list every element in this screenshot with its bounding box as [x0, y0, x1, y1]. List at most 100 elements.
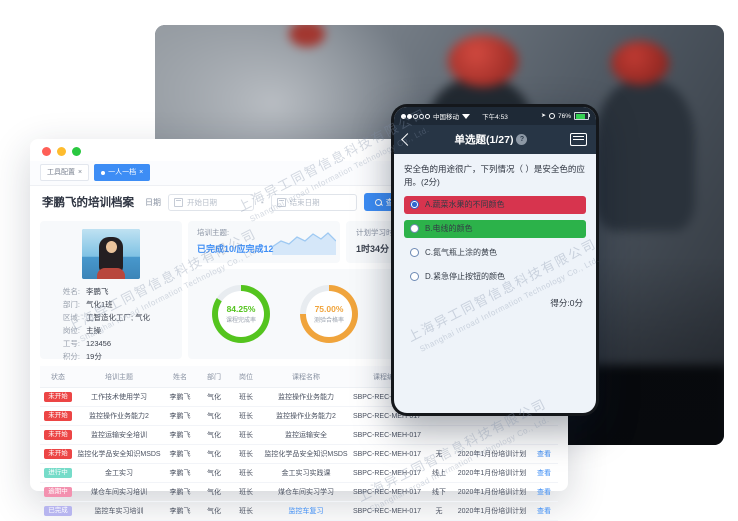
topic-value: 已完成10/应完成12	[197, 244, 274, 254]
field-label: 积分:	[62, 352, 80, 361]
table-row: 进行中 金工实习 李鹏飞 气化 班长 金工实习实践课 SBPC-REC-MEH-…	[40, 463, 558, 483]
cell-name: 李鹏飞	[162, 444, 198, 464]
cell-training-mode: 线上	[424, 463, 454, 483]
radio-icon[interactable]	[410, 248, 419, 257]
cell-training-plan	[454, 425, 530, 445]
option-label: A.蔬菜水果的不同颜色	[425, 200, 505, 209]
cell-status: 逾期中	[40, 482, 76, 502]
radio-icon[interactable]	[410, 272, 419, 281]
end-date-placeholder: 结束日期	[289, 197, 320, 207]
view-link[interactable]: 查看	[537, 508, 551, 515]
answer-sheet-icon[interactable]	[570, 133, 587, 146]
profile-field: 积分: 19分	[48, 350, 174, 363]
cell-topic: 监控车实习培训	[76, 501, 162, 521]
cell-training-plan: 2020年1月份培训计划	[454, 444, 530, 464]
answer-option[interactable]: D.紧急停止按钮的颜色	[404, 268, 586, 286]
active-dot-icon	[101, 170, 106, 175]
profile-field: 姓名: 李鹏飞	[48, 285, 174, 298]
course-name[interactable]: 监控车复习	[288, 508, 324, 515]
course-name: 监控操作业务能力2	[276, 413, 336, 420]
cell-topic: 监控化学品安全知识MSDS	[76, 444, 162, 464]
cell-training-plan: 2020年1月份培训计划	[454, 501, 530, 521]
cell-course-number: SBPC-REC-MEH-017	[350, 463, 424, 483]
carrier-label: 中国移动	[433, 114, 459, 121]
date-filter-label: 日期	[145, 197, 161, 207]
cell-position: 班长	[230, 387, 262, 407]
course-name: 监控化学品安全知识MSDS	[264, 451, 348, 458]
tab[interactable]: 一人一档 ×	[94, 164, 151, 181]
cell-topic: 监控运输安全培训	[76, 425, 162, 445]
cell-course-number: SBPC-REC-MEH-017	[350, 482, 424, 502]
zoom-window-button[interactable]	[72, 147, 81, 156]
quiz-nav-bar: 单选题(1/27) ?	[394, 125, 596, 154]
cell-department: 气化	[198, 425, 230, 445]
status-badge: 逾期中	[44, 486, 72, 498]
radio-icon[interactable]	[410, 224, 419, 233]
cell-training-mode	[424, 425, 454, 445]
tab-label: 工具配置	[47, 169, 75, 176]
view-link[interactable]: 查看	[537, 470, 551, 477]
table-row: 逾期中 煤仓车间实习培训 李鹏飞 气化 班长 煤仓车间实习学习 SBPC-REC…	[40, 482, 558, 502]
quiz-screen: 中国移动 下午4:53 ➤ 76% 单选题(1/27) ? 安全色的用途很广，下…	[394, 107, 596, 413]
close-window-button[interactable]	[42, 147, 51, 156]
cell-department: 气化	[198, 501, 230, 521]
cell-status: 未开始	[40, 444, 76, 464]
field-label: 姓名:	[62, 287, 80, 296]
cell-topic: 金工实习	[76, 463, 162, 483]
end-date-input[interactable]: 结束日期	[270, 193, 357, 211]
table-row: 未开始 监控化学品安全知识MSDS 李鹏飞 气化 班长 监控化学品安全知识MSD…	[40, 444, 558, 464]
view-link[interactable]: 查看	[537, 451, 551, 458]
cell-action: 查看	[530, 444, 558, 464]
table-row: 未开始 监控运输安全培训 李鹏飞 气化 班长 监控运输安全 SBPC-REC-M…	[40, 425, 558, 445]
cell-department: 气化	[198, 463, 230, 483]
cell-course-number: SBPC-REC-MEH-017	[350, 425, 424, 445]
cell-position: 班长	[230, 444, 262, 464]
donut-chart: 75.00% 测验合格率	[300, 285, 358, 343]
column-header: 培训主题	[76, 366, 162, 388]
minimize-window-button[interactable]	[57, 147, 66, 156]
answer-option[interactable]: B.电线的颜色	[404, 219, 586, 238]
start-date-placeholder: 开始日期	[187, 197, 217, 207]
tab[interactable]: 工具配置 ×	[40, 164, 90, 181]
cell-name: 李鹏飞	[162, 482, 198, 502]
status-badge: 未开始	[44, 410, 72, 422]
profile-field: 区域: 工智造化工厂; 气化	[48, 311, 174, 324]
calendar-icon	[174, 197, 183, 207]
cell-position: 班长	[230, 406, 262, 426]
cell-department: 气化	[198, 444, 230, 464]
tab-label: 一人一档	[108, 169, 137, 176]
cell-topic: 煤仓车间实习培训	[76, 482, 162, 502]
signal-strength-icon	[401, 113, 430, 119]
cell-topic: 监控操作业务能力2	[76, 406, 162, 426]
cell-action: 查看	[530, 463, 558, 483]
help-icon[interactable]: ?	[516, 134, 528, 145]
donut-label: 课程完成率	[225, 318, 256, 324]
location-icon: ➤	[540, 113, 546, 119]
status-badge: 已完成	[44, 505, 72, 517]
cell-status: 进行中	[40, 463, 76, 483]
page-title: 李鹏飞的培训档案	[42, 197, 134, 209]
start-date-input[interactable]: 开始日期	[168, 193, 254, 211]
status-badge: 未开始	[44, 448, 72, 460]
answer-option[interactable]: A.蔬菜水果的不同颜色	[404, 195, 586, 214]
cell-status: 未开始	[40, 406, 76, 426]
view-link[interactable]: 查看	[537, 489, 551, 496]
profile-photo	[82, 229, 140, 279]
column-header: 岗位	[230, 366, 262, 388]
close-tab-icon[interactable]: ×	[78, 169, 83, 176]
status-bar: 中国移动 下午4:53 ➤ 76%	[394, 107, 596, 125]
cell-position: 班长	[230, 463, 262, 483]
radio-icon[interactable]	[410, 200, 419, 209]
window-controls	[30, 139, 568, 161]
plan-label: 计划学习时长	[356, 228, 401, 237]
topic-stat-card: 培训主题: 已完成10/应完成12	[188, 221, 340, 263]
topic-label: 培训主题:	[197, 228, 230, 237]
cell-training-plan: 2020年1月份培训计划	[454, 463, 530, 483]
cell-action: 查看	[530, 482, 558, 502]
cell-training-mode: 无	[424, 501, 454, 521]
close-tab-icon[interactable]: ×	[139, 169, 144, 176]
date-range-separator: -	[261, 197, 264, 207]
course-name: 煤仓车间实习学习	[278, 489, 334, 496]
answer-option[interactable]: C.氮气瓶上涂的黄色	[404, 244, 586, 262]
cell-status: 未开始	[40, 425, 76, 445]
